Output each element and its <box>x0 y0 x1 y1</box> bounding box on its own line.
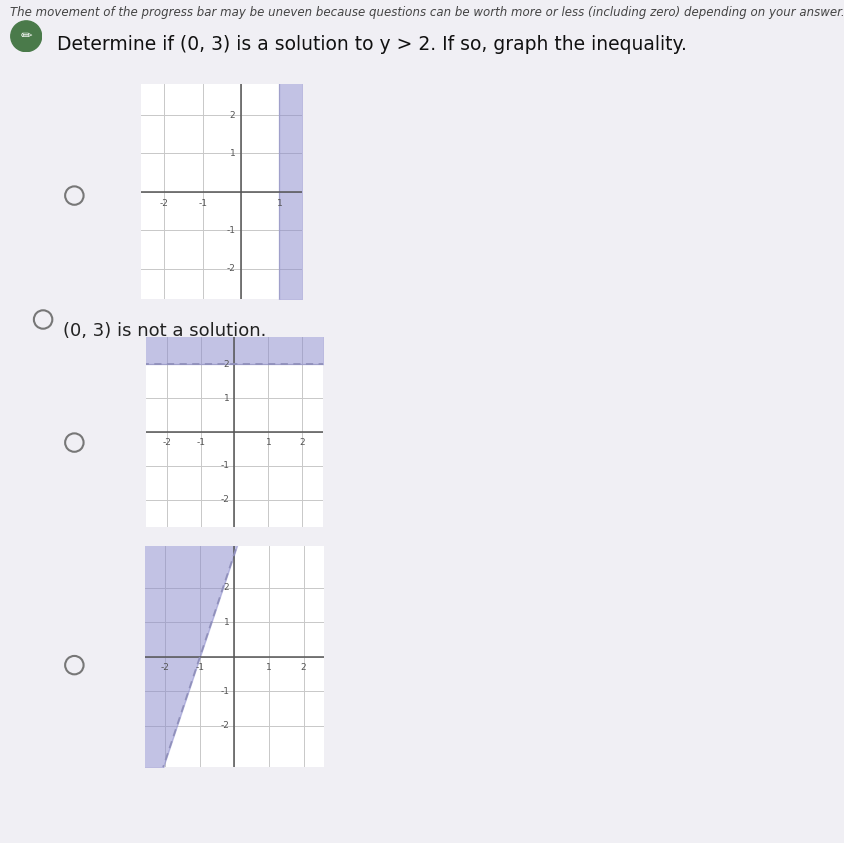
Text: -2: -2 <box>160 199 169 207</box>
Text: 2: 2 <box>224 583 229 592</box>
Text: -2: -2 <box>162 438 171 447</box>
Text: 1: 1 <box>224 618 229 626</box>
Text: -2: -2 <box>220 496 229 504</box>
Text: ✏: ✏ <box>20 29 32 43</box>
Text: 1: 1 <box>224 394 229 403</box>
Text: -1: -1 <box>220 687 229 695</box>
Text: 2: 2 <box>299 438 305 447</box>
Text: -1: -1 <box>220 461 229 470</box>
Text: The movement of the progress bar may be uneven because questions can be worth mo: The movement of the progress bar may be … <box>10 6 844 19</box>
Text: 2: 2 <box>300 663 306 672</box>
Text: 2: 2 <box>230 110 235 120</box>
Text: -1: -1 <box>197 199 207 207</box>
Text: Determine if (0, 3) is a solution to y > 2. If so, graph the inequality.: Determine if (0, 3) is a solution to y >… <box>57 35 686 55</box>
Text: -1: -1 <box>196 438 205 447</box>
Text: 1: 1 <box>276 199 282 207</box>
Text: 2: 2 <box>224 360 229 368</box>
Text: -2: -2 <box>226 264 235 273</box>
Circle shape <box>11 21 41 51</box>
Text: -2: -2 <box>161 663 170 672</box>
Text: 1: 1 <box>230 149 235 158</box>
Text: -2: -2 <box>220 722 229 730</box>
Text: 1: 1 <box>265 438 271 447</box>
Text: 1: 1 <box>266 663 272 672</box>
Text: -1: -1 <box>226 226 235 234</box>
Text: -1: -1 <box>195 663 204 672</box>
Text: (0, 3) is not a solution.: (0, 3) is not a solution. <box>63 322 267 340</box>
